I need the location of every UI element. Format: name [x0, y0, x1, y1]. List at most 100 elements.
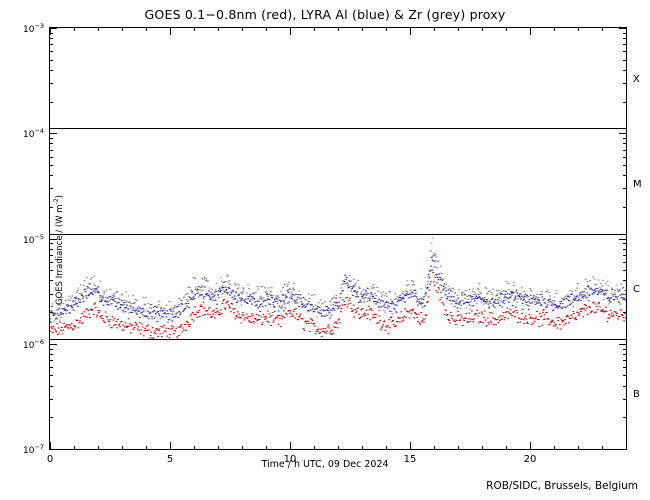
- y-tick-mark: [49, 59, 53, 61]
- y-tick-label: 10−3: [23, 22, 44, 35]
- y-tick-mark: [49, 156, 53, 158]
- credit-text: ROB/SIDC, Brussels, Belgium: [486, 480, 638, 492]
- y-tick-mark: [623, 44, 627, 46]
- x-tick-mark: [314, 446, 315, 450]
- x-tick-mark: [482, 446, 483, 450]
- series-2: [50, 237, 626, 324]
- flare-class-label: M: [633, 178, 642, 190]
- x-tick-mark: [530, 27, 531, 35]
- y-tick-mark: [49, 143, 53, 145]
- y-tick-mark: [623, 280, 627, 282]
- y-tick-mark: [623, 69, 627, 71]
- y-tick-mark: [619, 133, 627, 135]
- y-tick-mark: [49, 343, 57, 345]
- series-0: [50, 269, 626, 341]
- threshold-line-c: [50, 339, 626, 340]
- x-tick-mark: [50, 442, 51, 450]
- y-tick-label: 10−4: [23, 127, 44, 141]
- flare-class-label: X: [633, 73, 640, 85]
- x-tick-mark: [266, 27, 267, 31]
- x-tick-mark: [50, 27, 51, 35]
- x-tick-label: 0: [46, 454, 54, 465]
- x-tick-mark: [362, 27, 363, 31]
- y-tick-mark: [49, 51, 53, 53]
- x-tick-mark: [482, 27, 483, 31]
- y-tick-mark: [623, 254, 627, 256]
- x-tick-mark: [122, 27, 123, 31]
- y-tick-mark: [619, 238, 627, 240]
- y-tick-mark: [49, 206, 53, 208]
- y-tick-mark: [623, 138, 627, 140]
- y-tick-mark: [623, 38, 627, 40]
- y-tick-mark: [623, 312, 627, 314]
- y-tick-mark: [623, 248, 627, 250]
- x-tick-mark: [554, 446, 555, 450]
- y-tick-mark: [619, 343, 627, 345]
- x-tick-mark: [266, 446, 267, 450]
- y-tick-mark: [49, 175, 53, 177]
- x-tick-mark: [386, 27, 387, 31]
- y-tick-mark: [623, 164, 627, 166]
- y-tick-mark: [623, 188, 627, 190]
- plot-area: [49, 27, 627, 450]
- x-tick-mark: [458, 27, 459, 31]
- y-tick-mark: [49, 417, 53, 419]
- x-tick-mark: [602, 27, 603, 31]
- y-tick-mark: [49, 28, 57, 29]
- y-tick-mark: [623, 270, 627, 272]
- y-tick-label: 10−7: [23, 443, 44, 456]
- y-tick-mark: [49, 353, 53, 355]
- threshold-line-x: [50, 128, 626, 129]
- y-tick-label: 10−5: [23, 232, 44, 246]
- x-tick-mark: [98, 446, 99, 450]
- y-tick-mark: [49, 238, 57, 240]
- y-tick-label: 10−6: [23, 337, 44, 351]
- y-tick-mark: [619, 28, 627, 29]
- y-tick-mark: [49, 101, 53, 103]
- y-tick-mark: [49, 164, 53, 166]
- flare-class-label: B: [633, 389, 640, 401]
- y-tick-mark: [623, 367, 627, 369]
- x-tick-mark: [74, 446, 75, 450]
- y-tick-mark: [49, 243, 53, 245]
- flare-class-label: C: [633, 284, 640, 296]
- x-tick-mark: [242, 446, 243, 450]
- x-tick-mark: [290, 27, 291, 35]
- y-tick-mark: [49, 270, 53, 272]
- x-tick-label: 5: [166, 454, 174, 465]
- x-tick-mark: [434, 446, 435, 450]
- y-tick-mark: [49, 138, 53, 140]
- chart-title: GOES 0.1−0.8nm (red), LYRA Al (blue) & Z…: [144, 7, 506, 22]
- x-tick-mark: [146, 27, 147, 31]
- y-tick-mark: [623, 149, 627, 151]
- y-tick-mark: [49, 133, 57, 135]
- y-tick-mark: [49, 149, 53, 151]
- x-tick-mark: [218, 27, 219, 31]
- threshold-line-m: [50, 234, 626, 235]
- y-tick-mark: [623, 360, 627, 362]
- x-tick-mark: [242, 27, 243, 31]
- y-tick-mark: [623, 143, 627, 145]
- y-tick-mark: [623, 261, 627, 263]
- x-tick-mark: [338, 446, 339, 450]
- x-tick-mark: [170, 27, 171, 35]
- y-tick-mark: [49, 312, 53, 314]
- y-tick-mark: [49, 375, 53, 377]
- x-tick-mark: [218, 446, 219, 450]
- y-tick-mark: [49, 360, 53, 362]
- y-tick-mark: [49, 254, 53, 256]
- y-tick-mark: [623, 156, 627, 158]
- x-tick-mark: [146, 446, 147, 450]
- x-tick-mark: [602, 446, 603, 450]
- y-tick-mark: [49, 83, 53, 85]
- y-tick-mark: [49, 367, 53, 369]
- x-tick-mark: [314, 27, 315, 31]
- x-tick-mark: [122, 446, 123, 450]
- x-tick-mark: [578, 27, 579, 31]
- y-tick-mark: [49, 348, 53, 350]
- x-tick-mark: [386, 446, 387, 450]
- y-tick-mark: [623, 385, 627, 387]
- y-tick-mark: [49, 69, 53, 71]
- series-1: [50, 255, 626, 323]
